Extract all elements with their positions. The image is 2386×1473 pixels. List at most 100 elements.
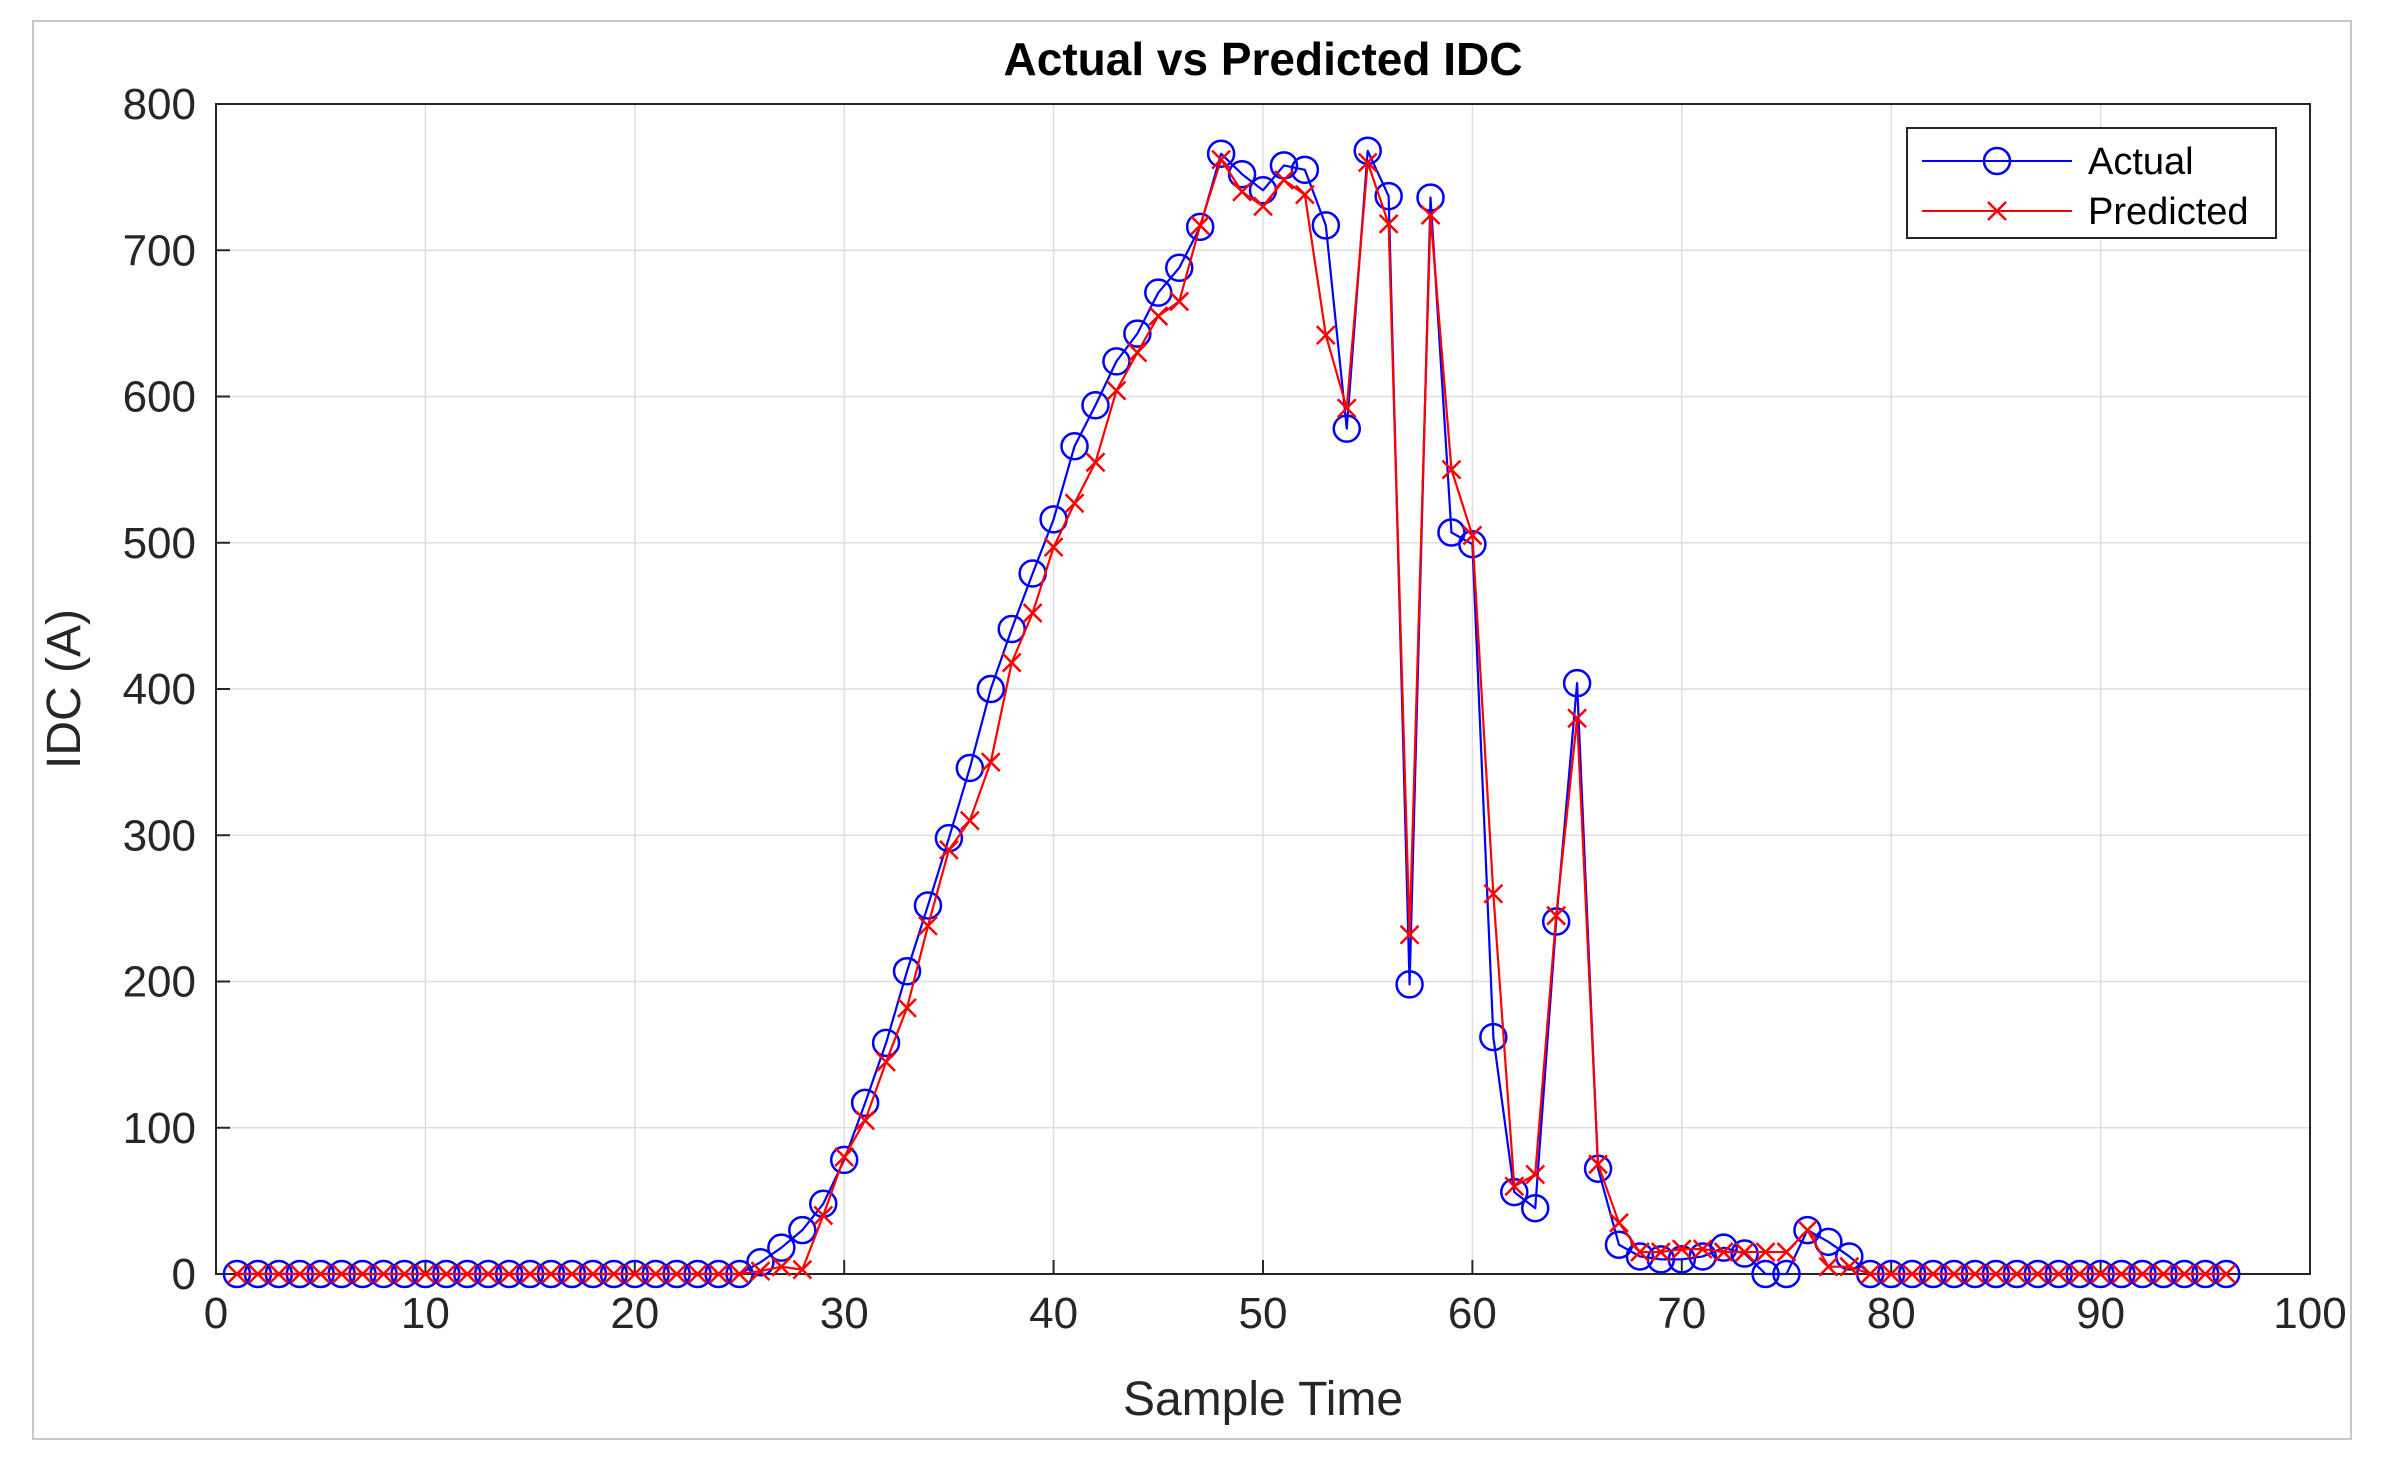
data-point-predicted xyxy=(1399,924,1420,945)
data-point-actual xyxy=(1709,1233,1738,1262)
data-point-predicted xyxy=(939,839,959,860)
data-point-actual xyxy=(1332,414,1362,443)
data-point-predicted xyxy=(1190,215,1211,236)
data-point-predicted xyxy=(1734,1242,1755,1262)
series-predicted xyxy=(227,149,2237,1284)
data-point-predicted xyxy=(624,1264,645,1284)
series-line-actual xyxy=(236,149,2227,1276)
data-point-actual xyxy=(1060,431,1089,461)
data-point-actual xyxy=(829,1145,859,1175)
data-point-actual xyxy=(1290,155,1320,185)
data-point-predicted xyxy=(959,810,980,831)
data-point-predicted xyxy=(2153,1264,2174,1284)
data-point-predicted xyxy=(980,752,1001,773)
data-point-predicted xyxy=(1986,1264,2006,1284)
data-point-predicted xyxy=(2069,1264,2090,1284)
data-point-actual xyxy=(1416,183,1445,212)
data-point-predicted xyxy=(645,1264,666,1284)
data-point-predicted xyxy=(436,1264,457,1284)
data-point-predicted xyxy=(1127,342,1148,363)
data-point-actual xyxy=(1206,139,1236,168)
data-point-predicted xyxy=(1650,1242,1671,1262)
data-point-predicted xyxy=(2111,1264,2132,1284)
x-axis-label: Sample Time xyxy=(1123,1373,1403,1426)
data-point-actual xyxy=(1479,1022,1508,1052)
data-point-predicted xyxy=(1441,459,1462,480)
y-tick-label: 0 xyxy=(172,1250,196,1299)
legend-marker-predicted xyxy=(1987,201,2007,221)
x-tick-label: 80 xyxy=(1867,1289,1916,1338)
data-point-actual xyxy=(955,753,985,783)
legend: Actual Predicted xyxy=(1906,127,2277,239)
data-point-predicted xyxy=(855,1110,876,1131)
data-point-predicted xyxy=(2216,1264,2237,1284)
x-tick-label: 60 xyxy=(1448,1289,1497,1338)
data-point-actual xyxy=(788,1215,817,1245)
data-point-predicted xyxy=(813,1205,834,1226)
data-point-predicted xyxy=(918,916,938,936)
data-point-predicted xyxy=(583,1264,603,1284)
data-point-predicted xyxy=(1357,152,1378,173)
y-tick-label: 200 xyxy=(123,958,196,1007)
series-actual xyxy=(222,136,2241,1289)
data-point-predicted xyxy=(666,1264,687,1284)
data-point-actual xyxy=(913,891,943,920)
x-tick-label: 70 xyxy=(1657,1289,1706,1338)
data-point-predicted xyxy=(2006,1264,2027,1284)
data-point-predicted xyxy=(1336,398,1357,419)
data-point-predicted xyxy=(2174,1264,2195,1284)
data-point-predicted xyxy=(1274,170,1294,190)
data-point-predicted xyxy=(520,1264,540,1284)
x-tick-label: 90 xyxy=(2076,1289,2125,1338)
data-point-predicted xyxy=(792,1259,813,1280)
data-point-actual xyxy=(1730,1239,1759,1268)
data-point-predicted xyxy=(1609,1212,1629,1233)
data-point-predicted xyxy=(1881,1264,1902,1284)
data-point-predicted xyxy=(562,1264,582,1284)
legend-entry-predicted: Predicted xyxy=(1922,191,2249,233)
data-point-predicted xyxy=(1525,1164,1546,1185)
data-point-predicted xyxy=(478,1264,499,1284)
data-point-actual xyxy=(1227,159,1257,189)
y-tick-label: 700 xyxy=(123,226,196,275)
data-point-predicted xyxy=(1043,537,1064,558)
data-point-predicted xyxy=(897,997,917,1018)
data-point-predicted xyxy=(771,1256,792,1277)
data-point-actual xyxy=(1374,181,1403,211)
data-point-actual xyxy=(746,1248,775,1277)
x-tick-label: 100 xyxy=(2273,1289,2346,1338)
data-point-actual xyxy=(1164,253,1194,283)
data-point-actual xyxy=(871,1028,901,1058)
data-point-predicted xyxy=(1818,1256,1839,1277)
data-point-predicted xyxy=(1420,205,1441,226)
ticks-layer: 0 10 20 30 40 50 60 70 80 90 100 0 100 200 300 400 500 60… xyxy=(123,80,2347,1338)
grid-layer xyxy=(216,104,2310,1274)
data-point-predicted xyxy=(876,1052,896,1072)
data-point-predicted xyxy=(1106,380,1127,401)
data-point-predicted xyxy=(541,1264,561,1284)
data-point-predicted xyxy=(1776,1242,1797,1262)
data-point-actual xyxy=(850,1088,880,1118)
data-point-predicted xyxy=(1148,306,1169,326)
data-point-predicted xyxy=(1315,325,1336,345)
data-point-predicted xyxy=(2027,1264,2048,1284)
data-point-predicted xyxy=(1253,196,1273,217)
data-point-predicted xyxy=(1713,1242,1734,1262)
data-point-predicted xyxy=(457,1264,478,1284)
data-point-predicted xyxy=(1001,652,1022,673)
y-tick-label: 300 xyxy=(123,811,196,860)
data-point-predicted xyxy=(1755,1242,1776,1262)
series-layer xyxy=(222,136,2241,1289)
data-point-actual xyxy=(1185,212,1215,242)
legend-entry-actual: Actual xyxy=(1922,141,2194,183)
x-tick-label: 40 xyxy=(1029,1289,1078,1338)
data-point-predicted xyxy=(1085,452,1106,473)
data-point-actual xyxy=(1311,211,1341,240)
legend-label-predicted: Predicted xyxy=(2088,191,2249,233)
data-point-predicted xyxy=(2090,1264,2111,1284)
data-point-predicted xyxy=(687,1264,708,1284)
data-point-predicted xyxy=(750,1261,771,1281)
y-axis-label: IDC (A) xyxy=(38,609,91,769)
data-point-actual xyxy=(976,674,1006,704)
